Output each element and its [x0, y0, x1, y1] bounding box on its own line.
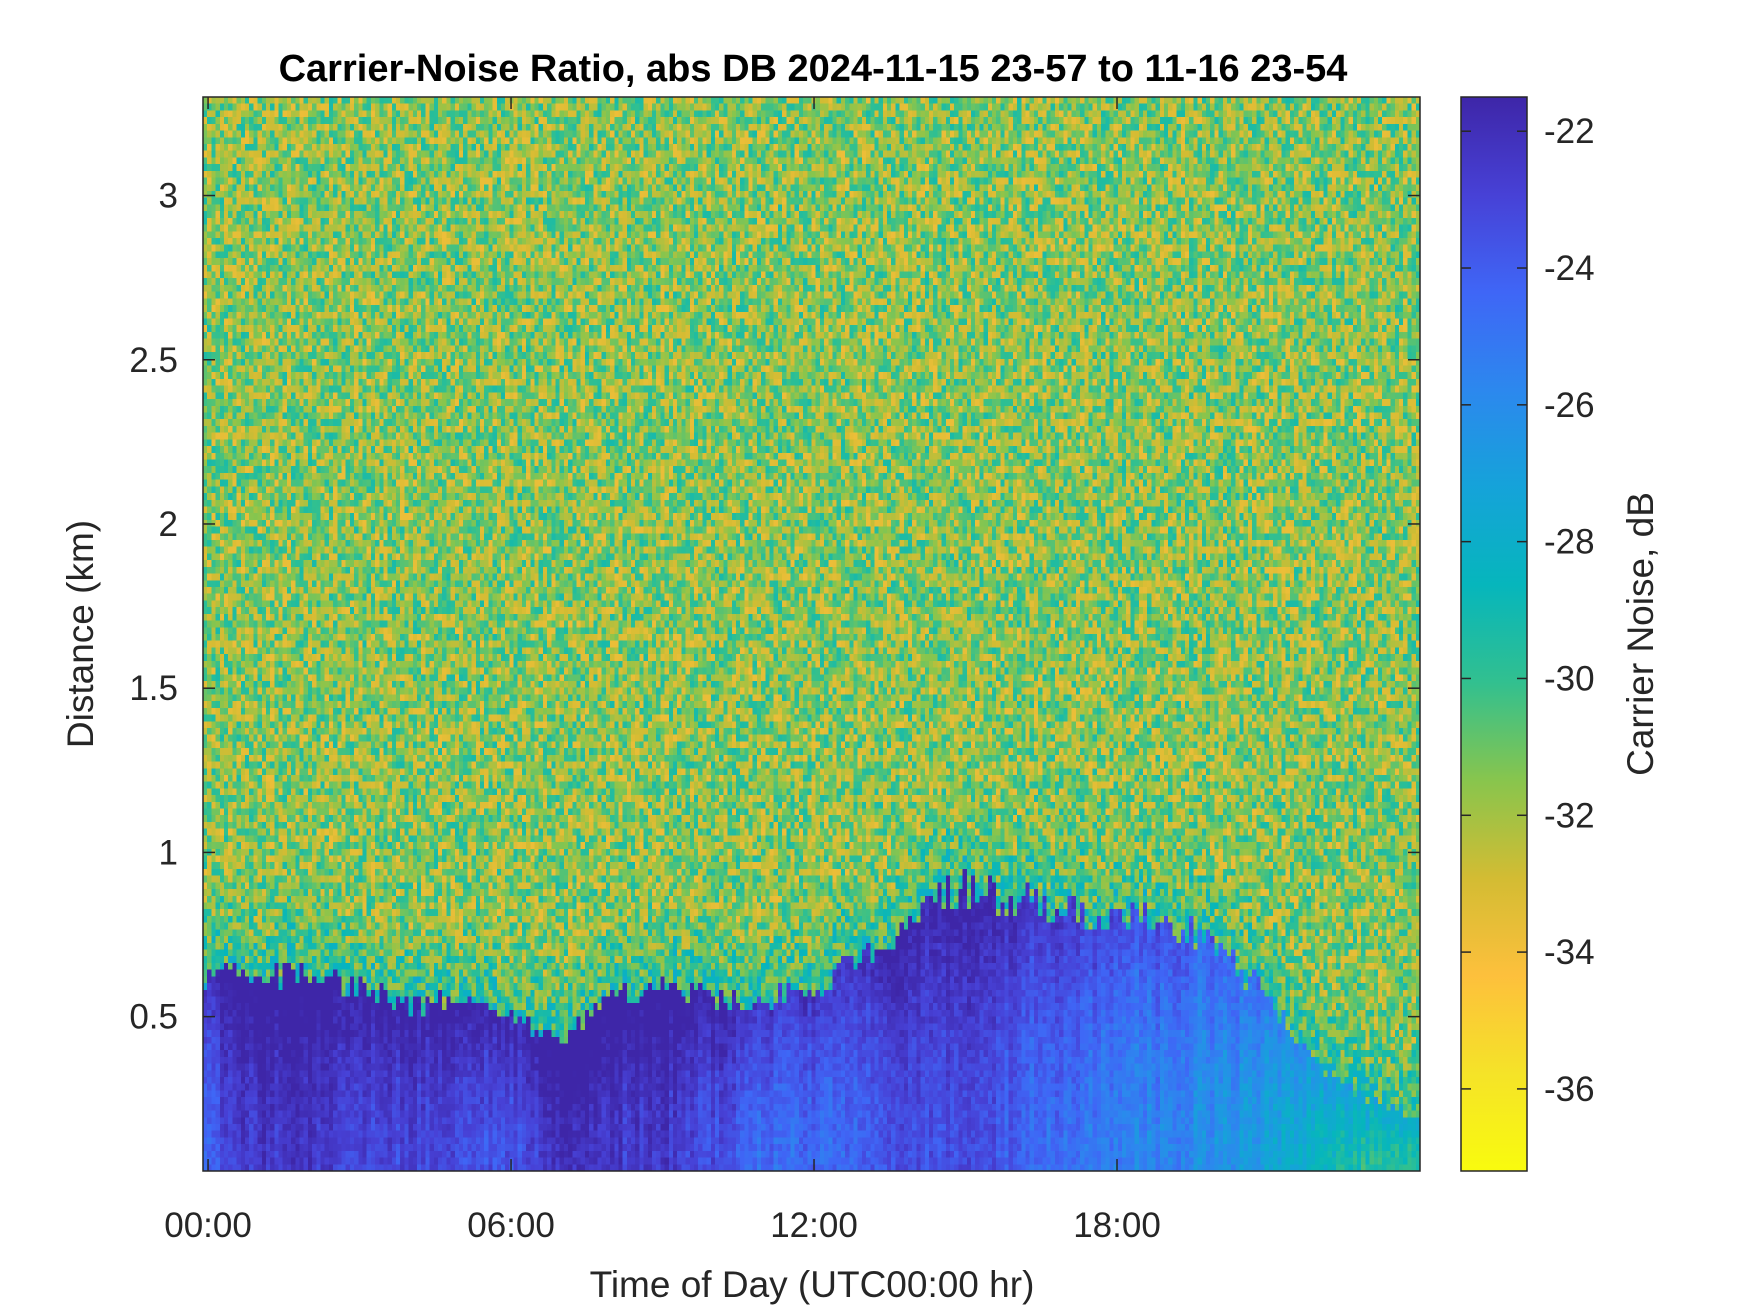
plot-frame — [202, 96, 1421, 1172]
colorbar-tick-label: -26 — [1544, 386, 1595, 425]
y-axis: 0.5 1 1.5 2 2.5 3 — [129, 177, 1420, 1037]
colorbar-tick-label: -34 — [1544, 933, 1595, 972]
colorbar-tick-label: -24 — [1544, 249, 1595, 288]
y-tick-label: 2 — [159, 505, 178, 544]
colorbar-tick-label: -32 — [1544, 796, 1595, 835]
colorbar-label: Carrier Noise, dB — [1620, 492, 1661, 776]
y-tick-label: 2.5 — [129, 341, 178, 380]
colorbar-gradient — [1460, 96, 1528, 1172]
x-tick-label: 00:00 — [164, 1206, 252, 1245]
y-tick-label: 0.5 — [129, 998, 178, 1037]
y-axis-label: Distance (km) — [60, 520, 101, 748]
y-tick-label: 1.5 — [129, 669, 178, 708]
colorbar-tick-label: -28 — [1544, 523, 1595, 562]
x-tick-label: 12:00 — [770, 1206, 858, 1245]
y-tick-label: 1 — [159, 833, 178, 872]
colorbar-ticks: -22 -24 -26 -28 -30 -32 -34 -36 — [1461, 112, 1595, 1109]
x-axis: 00:00 06:00 12:00 18:00 — [164, 97, 1161, 1245]
colorbar-tick-label: -22 — [1544, 112, 1595, 151]
chart-title: Carrier-Noise Ratio, abs DB 2024-11-15 2… — [279, 48, 1348, 90]
colorbar: -22 -24 -26 -28 -30 -32 -34 -36 Carrier Noise, … — [1460, 96, 1661, 1172]
colorbar-tick-label: -36 — [1544, 1070, 1595, 1109]
x-tick-label: 18:00 — [1073, 1206, 1161, 1245]
colorbar-tick-label: -30 — [1544, 659, 1595, 698]
plot-area — [202, 96, 1421, 1172]
x-axis-label: Time of Day (UTC00:00 hr) — [590, 1264, 1035, 1305]
x-tick-label: 06:00 — [467, 1206, 555, 1245]
y-tick-label: 3 — [159, 177, 178, 216]
heatmap-image — [203, 97, 1420, 1171]
